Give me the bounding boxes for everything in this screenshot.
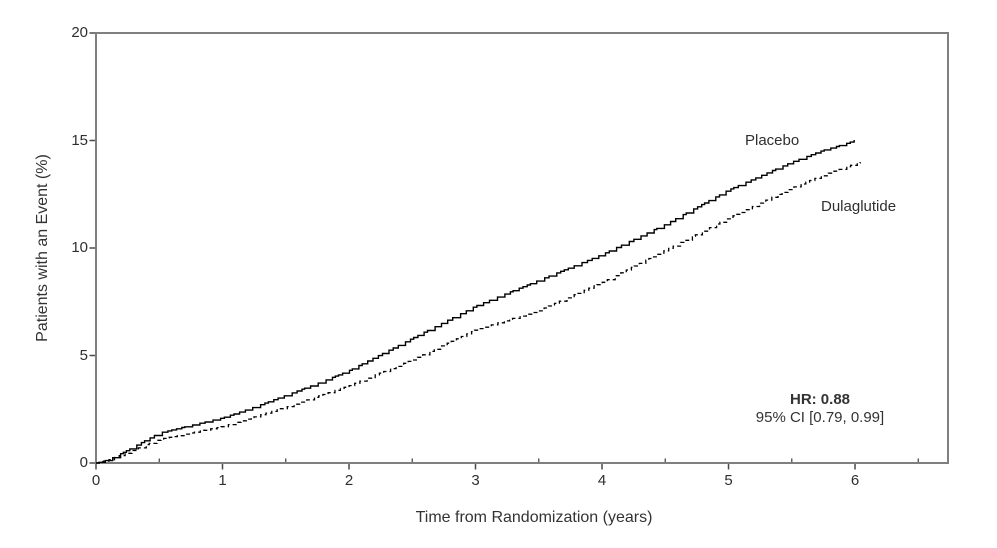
y-tick-label-5: 5 — [79, 346, 88, 364]
x-tick-label-3: 3 — [471, 472, 480, 489]
x-axis-title: Time from Randomization (years) — [415, 509, 653, 526]
confidence-interval-value: 95% CI [0.79, 0.99] — [755, 409, 885, 426]
x-tick-label-1: 1 — [218, 472, 227, 489]
hazard-ratio-value: HR: 0.88 — [789, 391, 851, 408]
y-tick-label-15: 15 — [71, 131, 88, 149]
x-tick-label-5: 5 — [724, 472, 733, 489]
x-tick-label-4: 4 — [597, 472, 607, 489]
hazard-ratio-annotation: HR: 0.88 95% CI [0.79, 0.99] — [730, 391, 910, 427]
y-tick-label-20: 20 — [71, 24, 88, 41]
plot-frame — [95, 32, 949, 464]
curve-placebo — [96, 140, 855, 464]
y-tick-label-10: 10 — [71, 239, 88, 256]
curve-dulaglutide — [96, 162, 861, 464]
curve-label-dulaglutide: Dulaglutide — [821, 198, 897, 215]
x-tick-label-0: 0 — [91, 472, 101, 489]
curve-label-placebo: Placebo — [745, 132, 800, 149]
x-tick-label-2: 2 — [344, 472, 354, 489]
y-tick-label-0: 0 — [79, 454, 88, 471]
x-tick-label-6: 6 — [850, 472, 860, 489]
